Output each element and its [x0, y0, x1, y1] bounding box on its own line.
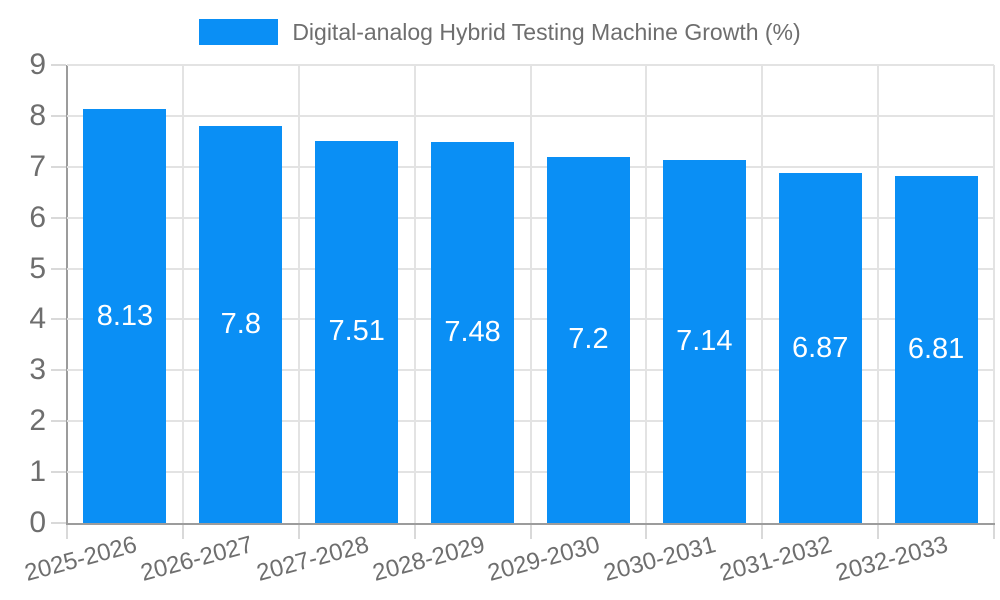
- y-axis-label: 0: [29, 506, 46, 539]
- y-axis-line: [66, 65, 68, 525]
- x-tick: [645, 525, 648, 539]
- y-axis-label: 5: [29, 251, 46, 285]
- legend-swatch[interactable]: [199, 19, 279, 45]
- bar-value-label: 6.81: [907, 333, 965, 366]
- y-tick: [51, 165, 66, 168]
- grid-line-v: [645, 65, 648, 523]
- bar-value-label: 7.2: [568, 323, 609, 356]
- y-axis-label: 8: [29, 98, 46, 132]
- bar[interactable]: 6.81: [894, 176, 978, 523]
- y-tick: [51, 318, 66, 321]
- y-axis-label: 9: [29, 48, 46, 81]
- x-tick: [877, 525, 880, 539]
- bar-value-label: 7.48: [444, 316, 501, 349]
- legend[interactable]: Digital-analog Hybrid Testing Machine Gr…: [0, 17, 1000, 47]
- bar[interactable]: 6.87: [778, 173, 862, 523]
- bar-value-label: 7.8: [220, 308, 261, 341]
- legend-label: Digital-analog Hybrid Testing Machine Gr…: [292, 18, 801, 45]
- bar[interactable]: 7.2: [546, 156, 630, 523]
- y-axis-label: 2: [29, 404, 46, 438]
- grid-line-v: [761, 65, 764, 523]
- x-tick: [413, 525, 416, 539]
- bar[interactable]: 7.8: [199, 126, 283, 523]
- y-tick: [51, 114, 66, 117]
- y-axis-label: 3: [29, 353, 46, 387]
- x-tick: [761, 525, 764, 539]
- y-tick: [51, 216, 66, 219]
- y-tick: [51, 522, 66, 524]
- y-tick: [51, 369, 66, 372]
- bar-value-label: 7.51: [328, 315, 385, 348]
- grid-line-v: [877, 65, 880, 523]
- bar[interactable]: 7.48: [431, 142, 515, 523]
- y-axis-label: 6: [29, 200, 46, 234]
- x-tick: [181, 525, 184, 539]
- y-axis-label: 7: [29, 149, 46, 183]
- bar-value-label: 6.87: [791, 331, 849, 364]
- grid-line-v: [413, 65, 416, 523]
- y-tick: [51, 267, 66, 270]
- y-tick: [51, 64, 66, 66]
- y-axis-label: 4: [29, 302, 46, 336]
- grid-line-v: [181, 65, 184, 523]
- x-axis-line: [66, 523, 995, 525]
- bar[interactable]: 8.13: [83, 109, 167, 523]
- x-tick: [993, 525, 995, 539]
- x-tick: [297, 525, 300, 539]
- bar-value-label: 7.14: [676, 324, 733, 357]
- grid-line-v: [529, 65, 532, 523]
- y-tick: [51, 471, 66, 474]
- grid-line-v: [297, 65, 300, 523]
- grid-line-v: [993, 65, 995, 523]
- y-tick: [51, 420, 66, 423]
- x-tick: [66, 525, 68, 539]
- bar[interactable]: 7.51: [315, 140, 399, 523]
- y-axis-label: 1: [29, 455, 46, 489]
- bar-value-label: 8.13: [96, 299, 154, 332]
- bar[interactable]: 7.14: [662, 159, 746, 523]
- x-tick: [529, 525, 532, 539]
